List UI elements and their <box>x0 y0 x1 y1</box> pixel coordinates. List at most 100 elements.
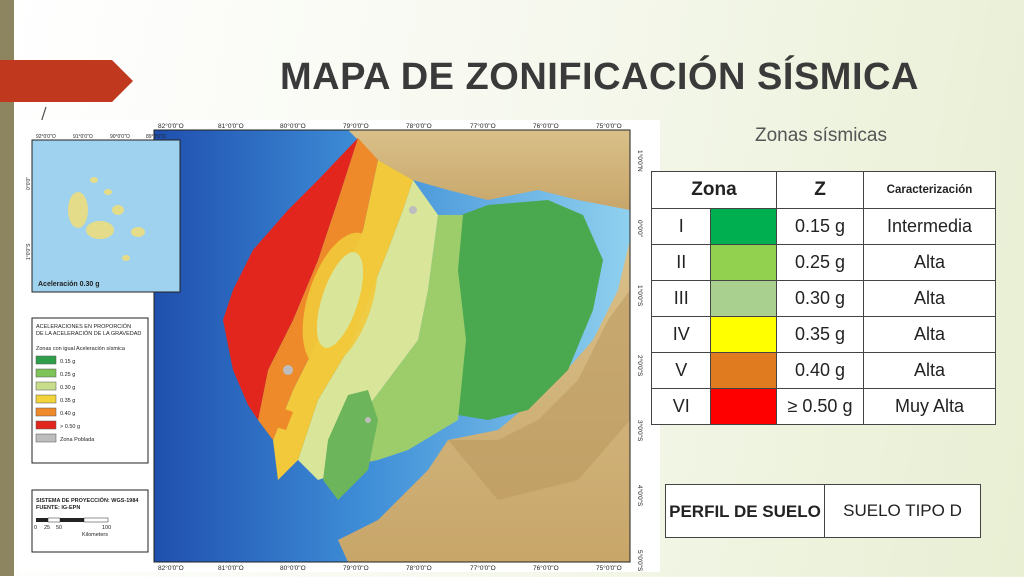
tick-top-4: 78°0'0"O <box>406 122 432 130</box>
tick-bottom-3: 79°0'0"O <box>343 564 369 572</box>
zone-color-swatch <box>710 280 777 317</box>
header-caracterizacion: Caracterización <box>863 171 996 209</box>
legend-item-label: Zona Poblada <box>60 437 95 443</box>
zone-030-area <box>298 180 438 480</box>
legend-item-label: 0.30 g <box>60 385 75 391</box>
inset-tick-left-0: 0°0'0" <box>26 177 32 190</box>
tick-right-1: 0°0'0" <box>636 220 644 238</box>
left-accent-stripe <box>0 0 14 576</box>
tick-right-4: 3°0'0"S <box>636 420 644 442</box>
zone-color-swatch <box>710 244 777 281</box>
zone-z-value: 0.15 g <box>776 208 864 245</box>
right-tick-labels: 1°0'0"N 0°0'0" 1°0'0"S 2°0'0"S 3°0'0"S 4… <box>636 150 644 572</box>
zone-color-swatch <box>710 208 777 245</box>
zone-color-swatch <box>710 388 777 425</box>
zone-number: I <box>650 208 712 245</box>
scale-label: 100 <box>102 525 111 531</box>
table-row: III 0.30 g Alta <box>650 280 996 317</box>
legend-item-label: 0.35 g <box>60 398 75 404</box>
zone-z-value: 0.35 g <box>776 316 864 353</box>
zone-characterization: Alta <box>863 280 996 317</box>
tick-top-1: 81°0'0"O <box>218 122 244 130</box>
galapagos-inset: 92°0'0"O 91°0'0"O 90°0'0"O 89°0'0"O 0°0'… <box>26 134 181 293</box>
legend-item-label: 0.25 g <box>60 372 75 378</box>
zone-characterization: Alta <box>863 352 996 389</box>
slide-title: MAPA DE ZONIFICACIÓN SÍSMICA <box>280 56 919 98</box>
table-row: II 0.25 g Alta <box>650 244 996 281</box>
tick-right-0: 1°0'0"N <box>636 150 644 172</box>
tick-bottom-2: 80°0'0"O <box>280 564 306 572</box>
tick-top-2: 80°0'0"O <box>280 122 306 130</box>
soil-profile-value: SUELO TIPO D <box>824 484 981 538</box>
tick-bottom-0: 82°0'0"O <box>158 564 184 572</box>
tick-bottom-4: 78°0'0"O <box>406 564 432 572</box>
zone-characterization: Alta <box>863 316 996 353</box>
tick-bottom-1: 81°0'0"O <box>218 564 244 572</box>
inset-label: Aceleración 0.30 g <box>38 281 99 288</box>
seismic-zones-table: Zona Z Caracterización I 0.15 g Intermed… <box>650 171 996 425</box>
inset-tick-top-2: 90°0'0"O <box>110 134 130 140</box>
zone-number: IV <box>650 316 712 353</box>
tick-right-5: 4°0'0"S <box>636 485 644 507</box>
tick-top-5: 77°0'0"O <box>470 122 496 130</box>
tick-top-0: 82°0'0"O <box>158 122 184 130</box>
table-row: V 0.40 g Alta <box>650 352 996 389</box>
tick-right-3: 2°0'0"S <box>636 355 644 377</box>
header-z: Z <box>776 171 864 209</box>
zone-number: VI <box>650 388 712 425</box>
tick-bottom-6: 76°0'0"O <box>533 564 559 572</box>
tick-bottom-5: 77°0'0"O <box>470 564 496 572</box>
tick-right-2: 1°0'0"S <box>636 285 644 307</box>
legend-item-label: > 0.50 g <box>60 424 80 430</box>
legend-items: 0.15 g 0.25 g 0.30 g 0.35 g 0.40 g > 0.5… <box>35 355 95 443</box>
zone-z-value: 0.30 g <box>776 280 864 317</box>
bottom-tick-labels: 82°0'0"O 81°0'0"O 80°0'0"O 79°0'0"O 78°0… <box>158 564 622 572</box>
scale-label: 50 <box>56 525 62 531</box>
legend-item-label: 0.15 g <box>60 359 75 365</box>
table-row: I 0.15 g Intermedia <box>650 208 996 245</box>
legend-item-label: 0.40 g <box>60 411 75 417</box>
zone-number: III <box>650 280 712 317</box>
map-legend: ACELERACIONES EN PROPORCIÓN DE LA ACELER… <box>31 317 149 553</box>
inset-tick-left-1: 1°0'0"S <box>26 243 32 260</box>
inset-tick-top-0: 92°0'0"O <box>36 134 56 140</box>
tick-top-3: 79°0'0"O <box>343 122 369 130</box>
legend-subtitle: Zonas con igual Aceleración sísmica <box>36 346 126 352</box>
scale-label: 25 <box>44 525 50 531</box>
header-zona: Zona <box>651 171 777 209</box>
inset-tick-top-1: 91°0'0"O <box>73 134 93 140</box>
tick-top-7: 75°0'0"O <box>596 122 622 130</box>
legend-title-2: DE LA ACELERACIÓN DE LA GRAVEDAD <box>36 330 141 337</box>
seismic-map: 82°0'0"O 81°0'0"O 80°0'0"O 79°0'0"O 78°0… <box>18 120 660 572</box>
title-arrow-shape <box>0 60 133 102</box>
table-subtitle: Zonas sísmicas <box>755 125 887 146</box>
table-row: IV 0.35 g Alta <box>650 316 996 353</box>
soil-profile-label: PERFIL DE SUELO <box>665 484 825 538</box>
legend-title-1: ACELERACIONES EN PROPORCIÓN <box>36 323 131 330</box>
table-header-row: Zona Z Caracterización <box>651 171 996 209</box>
zone-number: II <box>650 244 712 281</box>
zone-z-value: 0.25 g <box>776 244 864 281</box>
zone-characterization: Intermedia <box>863 208 996 245</box>
tick-right-6: 5°0'0"S <box>636 550 644 572</box>
zone-z-value: 0.40 g <box>776 352 864 389</box>
tick-top-6: 76°0'0"O <box>533 122 559 130</box>
inset-tick-top-3: 89°0'0"O <box>146 134 166 140</box>
projection-line-1: SISTEMA DE PROYECCIÓN: WGS-1984 <box>36 496 139 504</box>
soil-profile-table: PERFIL DE SUELO SUELO TIPO D <box>665 484 981 538</box>
projection-line-2: FUENTE: IG-EPN <box>36 505 80 511</box>
top-tick-labels: 82°0'0"O 81°0'0"O 80°0'0"O 79°0'0"O 78°0… <box>158 122 622 130</box>
zone-050-area <box>223 138 358 420</box>
zone-characterization: Alta <box>863 244 996 281</box>
table-row: VI ≥ 0.50 g Muy Alta <box>650 388 996 425</box>
scale-bar: 0 25 50 100 Kilometers <box>34 517 111 538</box>
zone-025-area <box>353 215 466 465</box>
zone-number: V <box>650 352 712 389</box>
scale-unit: Kilometers <box>82 532 108 538</box>
zone-z-value: ≥ 0.50 g <box>776 388 864 425</box>
zone-015-area <box>448 200 603 420</box>
tick-bottom-7: 75°0'0"O <box>596 564 622 572</box>
zone-characterization: Muy Alta <box>863 388 996 425</box>
scale-label: 0 <box>34 525 37 531</box>
zone-color-swatch <box>710 316 777 353</box>
